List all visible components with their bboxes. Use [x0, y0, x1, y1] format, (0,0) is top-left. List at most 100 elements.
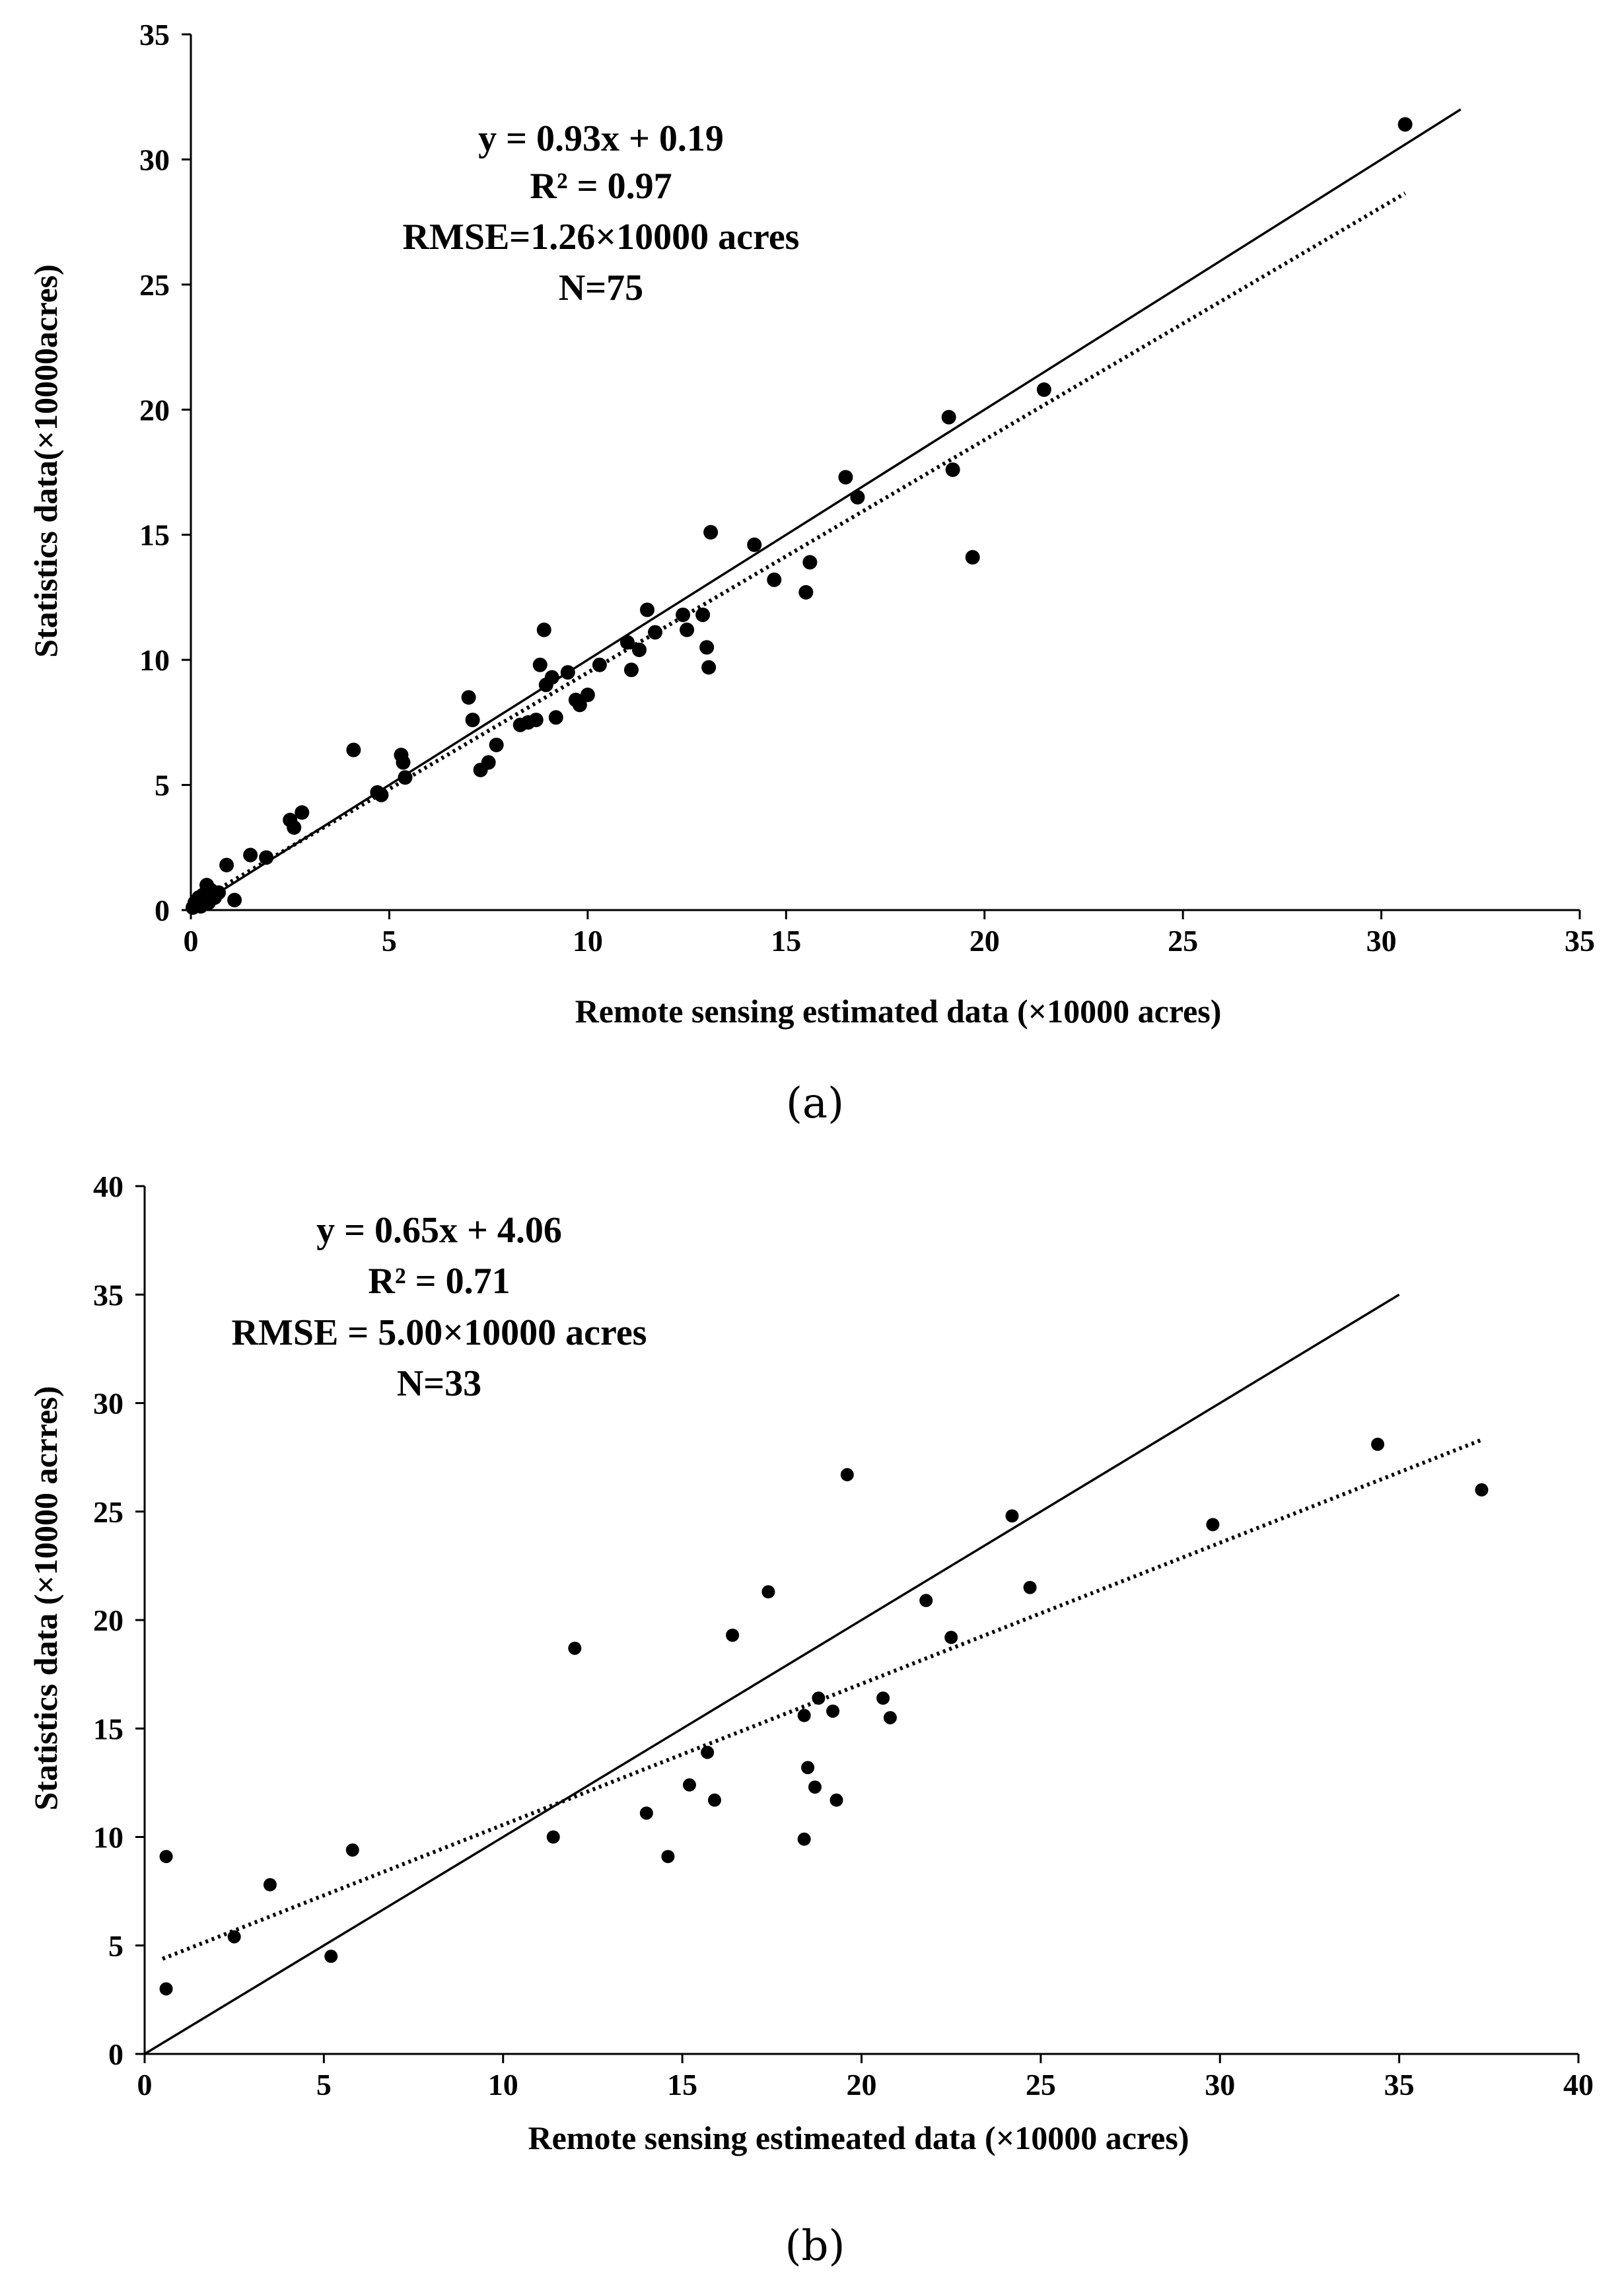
one-to-one-line: [144, 1293, 1400, 2055]
data-point: [580, 688, 595, 703]
data-point: [295, 805, 310, 820]
r-squared-text: R² = 0.71: [368, 1261, 510, 1302]
data-point: [287, 820, 302, 835]
x-tick-label: 5: [316, 2068, 332, 2101]
data-point: [639, 602, 654, 618]
data-point: [1005, 1509, 1019, 1523]
data-point: [528, 713, 544, 728]
n-text: N=33: [397, 1363, 481, 1404]
x-tick-label: 40: [1563, 2068, 1594, 2101]
x-tick-label: 25: [1168, 924, 1198, 958]
data-point: [560, 665, 575, 680]
data-point: [465, 713, 480, 728]
data-point: [1036, 382, 1051, 397]
data-point: [396, 755, 411, 770]
x-tick-label: 10: [573, 924, 603, 958]
y-tick-labels: 0 5 10 15 20 25 30 35: [139, 18, 170, 927]
panel-label-b: (b): [785, 2222, 845, 2271]
y-tick-label: 35: [93, 1278, 124, 1312]
y-tick-label: 15: [139, 518, 170, 552]
data-points: [186, 117, 1413, 915]
axes: [182, 33, 1581, 919]
x-tick-label: 0: [137, 2068, 153, 2101]
data-point: [159, 1850, 173, 1864]
data-point: [682, 1778, 696, 1792]
data-point: [481, 755, 496, 770]
data-point: [544, 670, 559, 685]
data-point: [159, 1982, 173, 1996]
y-tick-label: 5: [155, 769, 170, 802]
data-point: [324, 1950, 338, 1963]
equation-text: y = 0.65x + 4.06: [316, 1210, 562, 1251]
n-text: N=75: [559, 267, 643, 308]
y-axis-title: Statistics data(×10000acres): [27, 264, 64, 658]
data-point: [489, 737, 504, 752]
y-tick-label: 20: [139, 393, 170, 427]
x-tick-labels: 0 5 10 15 20 25 30 35 40: [137, 2068, 1594, 2101]
data-point: [802, 555, 818, 570]
chart-a: 0 5 10 15 20 25 30 35 0 5 10 15 20 25 30 35 Remote sen…: [27, 18, 1595, 1128]
data-point: [548, 710, 563, 725]
data-point: [1397, 117, 1413, 132]
y-tick-label: 0: [155, 894, 170, 927]
x-tick-label: 30: [1205, 2068, 1235, 2101]
x-tick-label: 20: [847, 2068, 877, 2101]
y-tick-label: 0: [108, 2037, 124, 2071]
data-point: [345, 1843, 359, 1857]
fit-line-path: [190, 192, 1407, 907]
data-point: [398, 770, 413, 785]
data-point: [941, 409, 956, 425]
data-point: [1206, 1518, 1220, 1532]
data-point: [965, 549, 980, 565]
data-point: [699, 640, 715, 655]
data-point: [797, 1832, 811, 1846]
y-tick-label: 30: [93, 1387, 124, 1421]
data-point: [592, 657, 607, 672]
data-point: [546, 1830, 560, 1844]
x-tick-label: 15: [771, 924, 801, 958]
data-point: [227, 892, 242, 907]
data-point: [211, 885, 227, 900]
data-point: [876, 1691, 890, 1705]
x-tick-label: 25: [1026, 2068, 1056, 2101]
x-tick-labels: 0 5 10 15 20 25 30 35: [184, 924, 1596, 958]
data-point: [919, 1594, 933, 1607]
data-point: [1023, 1580, 1037, 1594]
axes: [135, 1185, 1580, 2063]
data-point: [826, 1704, 840, 1718]
data-point: [726, 1628, 740, 1642]
x-tick-label: 15: [667, 2068, 697, 2101]
x-tick-label: 30: [1366, 924, 1397, 958]
panel-label-a: (a): [786, 1079, 844, 1128]
data-point: [767, 572, 782, 587]
data-point: [801, 1761, 815, 1775]
data-point: [661, 1850, 675, 1864]
x-tick-label: 35: [1565, 924, 1595, 958]
data-point: [840, 1467, 854, 1481]
data-point: [639, 1806, 653, 1820]
x-axis-title: Remote sensing estimeated data (×10000 a…: [528, 2119, 1189, 2156]
data-point: [680, 622, 695, 637]
data-point: [944, 1631, 958, 1644]
y-tick-label: 25: [139, 268, 170, 302]
data-point: [219, 857, 234, 872]
data-point: [945, 462, 960, 477]
x-tick-label: 10: [488, 2068, 518, 2101]
y-tick-label: 30: [139, 143, 170, 176]
data-point: [374, 787, 389, 802]
data-point: [707, 1793, 721, 1807]
y-tick-label: 35: [139, 18, 170, 52]
data-point: [838, 470, 853, 485]
data-point: [263, 1878, 277, 1891]
data-point: [1371, 1437, 1385, 1451]
rmse-text: RMSE=1.26×10000 acres: [403, 217, 800, 258]
data-point: [850, 489, 865, 505]
r-squared-text: R² = 0.97: [530, 166, 672, 207]
equation-text: y = 0.93x + 0.19: [478, 118, 724, 159]
data-point: [532, 657, 547, 672]
rmse-text: RMSE = 5.00×10000 acres: [232, 1312, 647, 1353]
x-tick-label: 35: [1384, 2068, 1415, 2101]
data-point: [883, 1711, 897, 1724]
data-point: [623, 662, 639, 678]
